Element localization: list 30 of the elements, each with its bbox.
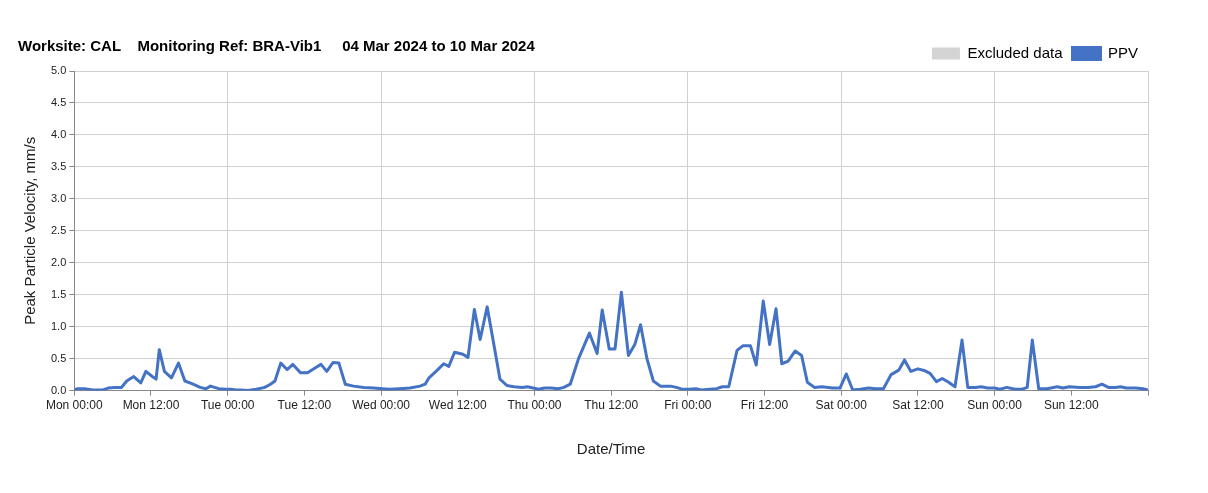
x-tick-label: Wed 00:00 — [352, 398, 411, 413]
x-tick-label: Sun 00:00 — [967, 398, 1023, 413]
y-axis-title: Peak Particle Velocity, mm/s — [21, 136, 39, 325]
x-tick-label: Fri 12:00 — [740, 398, 789, 413]
y-tick-label: 3.5 — [50, 159, 67, 172]
x-tick-label: Tue 00:00 — [200, 398, 255, 413]
x-tick-label: Wed 12:00 — [428, 398, 487, 413]
y-tick-label: 4.0 — [50, 127, 67, 140]
chart-title: Worksite: CAL Monitoring Ref: BRA-Vib1 04 Mar 2024 to 10 Mar 2024 — [18, 37, 536, 55]
x-tick-label: Fri 00:00 — [664, 398, 712, 413]
x-axis-title: Date/Time — [576, 440, 646, 458]
y-tick-label: 0.5 — [50, 351, 67, 364]
y-tick-label: 3.0 — [50, 191, 67, 204]
y-tick-label: 1.0 — [50, 319, 67, 332]
x-tick-label: Thu 12:00 — [584, 398, 639, 413]
y-tick-label: 2.5 — [50, 223, 67, 236]
x-tick-label: Sun 12:00 — [1043, 398, 1099, 413]
y-tick-label: 4.5 — [50, 95, 67, 108]
x-tick-label: Tue 12:00 — [277, 398, 332, 413]
y-tick-label: 5.0 — [50, 64, 67, 77]
legend-label: Excluded data — [967, 43, 1064, 61]
y-tick-label: 2.0 — [50, 255, 67, 268]
x-tick-label: Thu 00:00 — [507, 398, 562, 413]
x-tick-label: Sat 12:00 — [892, 398, 944, 413]
x-tick-label: Sat 00:00 — [815, 398, 868, 413]
legend-label: PPV — [1107, 43, 1138, 61]
y-tick-label: 0.0 — [50, 383, 67, 396]
y-tick-label: 1.5 — [50, 287, 67, 300]
x-tick-label: Mon 12:00 — [122, 398, 180, 413]
x-tick-label: Mon 00:00 — [45, 398, 103, 413]
